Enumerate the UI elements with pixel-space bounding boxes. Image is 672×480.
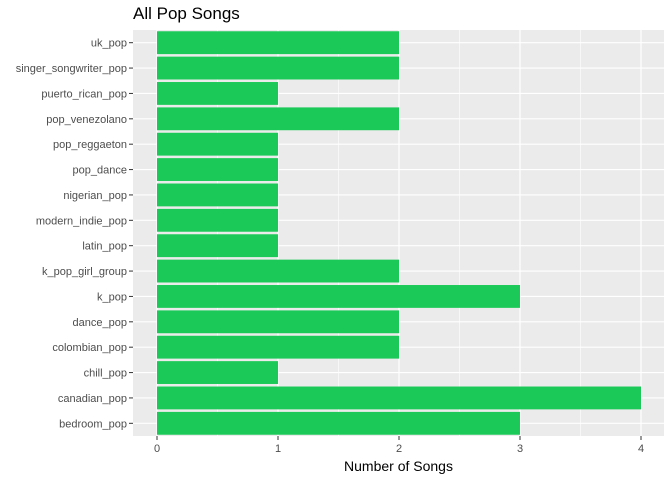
x-tick-label: 1	[275, 443, 281, 455]
y-tick-label: nigerian_pop	[63, 190, 127, 202]
bar-modern_indie_pop	[157, 208, 278, 232]
y-axis: uk_pop singer_songwriter_pop puerto_rican_…	[16, 38, 133, 430]
bar-pop_dance	[157, 158, 278, 181]
bar-bedroom_pop	[157, 411, 520, 435]
bar-canadian_pop	[157, 386, 641, 410]
bar-latin_pop	[157, 234, 278, 258]
y-tick-label: bedroom_pop	[59, 418, 127, 430]
x-axis: 0 1 2 3 4	[154, 436, 644, 455]
y-tick-label: chill_pop	[84, 368, 127, 380]
bar-puerto_rican_pop	[157, 82, 278, 105]
y-tick-label: k_pop	[97, 291, 127, 303]
bars	[157, 31, 641, 435]
x-axis-title: Number of Songs	[344, 458, 453, 474]
bar-singer_songwriter_pop	[157, 56, 399, 80]
x-tick-label: 2	[396, 443, 402, 455]
x-tick-label: 0	[154, 443, 160, 455]
bar-k_pop	[157, 285, 520, 308]
bar-pop_venezolano	[157, 107, 399, 131]
chart-title: All Pop Songs	[133, 4, 240, 23]
bar-chill_pop	[157, 361, 278, 384]
y-tick-label: k_pop_girl_group	[42, 266, 127, 278]
y-tick-label: uk_pop	[91, 38, 127, 50]
y-tick-label: dance_pop	[73, 317, 127, 329]
y-tick-label: pop_dance	[73, 165, 127, 177]
y-tick-label: canadian_pop	[58, 393, 127, 405]
y-tick-label: pop_venezolano	[46, 114, 127, 126]
y-tick-label: latin_pop	[82, 241, 127, 253]
y-tick-label: puerto_rican_pop	[41, 88, 127, 100]
bar-pop_reggaeton	[157, 132, 278, 156]
bar-colombian_pop	[157, 335, 399, 359]
x-tick-label: 3	[517, 443, 523, 455]
bar-dance_pop	[157, 310, 399, 334]
y-tick-label: singer_songwriter_pop	[16, 63, 127, 75]
bar-nigerian_pop	[157, 183, 278, 207]
y-tick-label: colombian_pop	[52, 342, 127, 354]
bar-k_pop_girl_group	[157, 259, 399, 283]
x-tick-label: 4	[638, 443, 644, 455]
y-tick-label: modern_indie_pop	[36, 215, 127, 227]
bar-uk_pop	[157, 31, 399, 55]
y-tick-label: pop_reggaeton	[53, 139, 127, 151]
